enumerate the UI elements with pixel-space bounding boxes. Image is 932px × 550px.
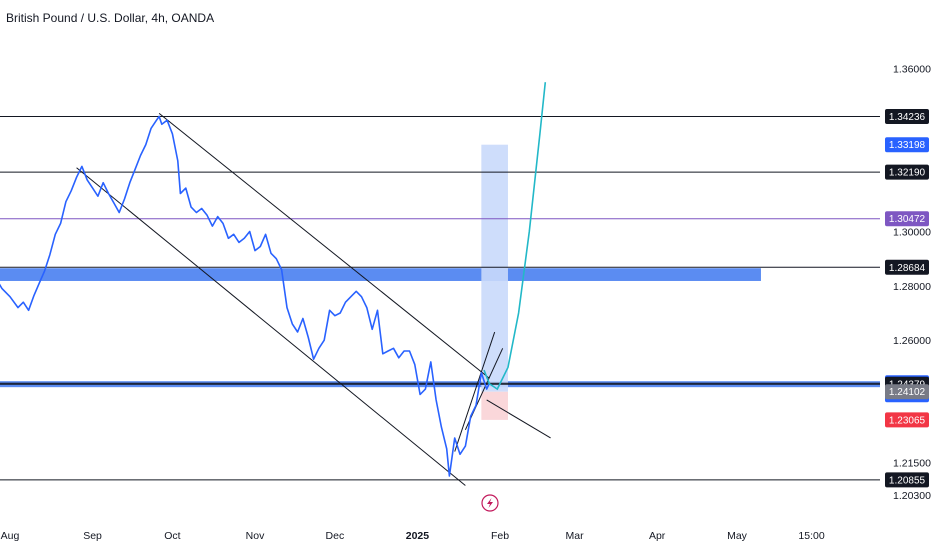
- price-tag-4: 1.28684: [885, 259, 929, 275]
- price-tag-bg: [885, 108, 929, 124]
- trendlines-layer: [76, 113, 551, 486]
- y-tick-label-4: 1.21500: [893, 457, 931, 469]
- chart-title: British Pound / U.S. Dollar, 4h, OANDA: [6, 11, 215, 25]
- price-tag-1: 1.33198: [885, 137, 929, 153]
- price-tag-bg: [885, 211, 929, 227]
- price-tag-label: 1.23065: [889, 415, 926, 426]
- y-tick-label-2: 1.28000: [893, 281, 931, 293]
- projection-layer: [483, 82, 547, 391]
- lightning-icon: [481, 494, 499, 512]
- price-tag-label: 1.33198: [889, 140, 926, 151]
- price-tag-bg: [885, 472, 929, 488]
- y-tick-label-3: 1.26000: [893, 335, 931, 347]
- price-tag-label: 1.30472: [889, 214, 926, 225]
- price-tag-7: 1.24102: [885, 384, 929, 400]
- price-tag-0: 1.34236: [885, 108, 929, 124]
- projection-curve: [483, 82, 547, 391]
- x-tick-label-7: Mar: [566, 530, 585, 542]
- event-marker-layer: [481, 494, 499, 512]
- trendline-4: [464, 348, 504, 431]
- lightning-icon-bolt: [486, 498, 493, 508]
- price-tag-label: 1.32190: [889, 168, 926, 179]
- x-axis[interactable]: Aug Sep Oct Nov Dec 2025 Feb Mar Apr May 15:00: [1, 530, 825, 542]
- x-tick-label-5: 2025: [406, 530, 430, 542]
- price-tag-bg: [885, 259, 929, 275]
- y-tick-label-5: 1.20300: [893, 490, 931, 502]
- price-tag-bg: [885, 412, 929, 428]
- price-tag-bg: [885, 384, 929, 400]
- y-tick-label-1: 1.30000: [893, 227, 931, 239]
- x-tick-label-4: Dec: [326, 530, 345, 542]
- y-tick-label-0: 1.36000: [893, 64, 931, 76]
- y-axis[interactable]: 1.36000 1.30000 1.28000 1.26000 1.21500 1.203…: [885, 64, 931, 502]
- price-tag-9: 1.20855: [885, 472, 929, 488]
- trendline-2: [486, 399, 551, 439]
- price-series-layer: [0, 115, 491, 477]
- price-series-line: [0, 115, 491, 477]
- position-stop-box: [481, 391, 508, 420]
- x-tick-label-6: Feb: [491, 530, 509, 542]
- x-tick-label-9: May: [727, 530, 748, 542]
- price-tag-8: 1.23065: [885, 412, 929, 428]
- price-tag-label: 1.34236: [889, 112, 926, 123]
- x-tick-label-1: Sep: [83, 530, 102, 542]
- price-tag-2: 1.32190: [885, 164, 929, 180]
- zones-layer: [0, 268, 880, 388]
- zone-0: [0, 268, 761, 281]
- position-target-box: [481, 144, 508, 392]
- position-layer: [481, 144, 508, 420]
- price-tag-label: 1.24102: [889, 387, 926, 398]
- price-tag-bg: [885, 164, 929, 180]
- x-tick-label-0: Aug: [1, 530, 20, 542]
- trendline-1: [76, 167, 466, 486]
- x-tick-label-10: 15:00: [798, 530, 824, 542]
- x-tick-label-3: Nov: [246, 530, 265, 542]
- price-tag-3: 1.30472: [885, 211, 929, 227]
- price-tag-label: 1.28684: [889, 263, 926, 274]
- trendline-0: [158, 113, 490, 379]
- x-tick-label-2: Oct: [164, 530, 180, 542]
- price-tag-bg: [885, 137, 929, 153]
- x-tick-label-8: Apr: [649, 530, 666, 542]
- price-tag-label: 1.20855: [889, 475, 926, 486]
- horizontal-levels-layer: [0, 115, 880, 481]
- trendline-3: [454, 331, 496, 452]
